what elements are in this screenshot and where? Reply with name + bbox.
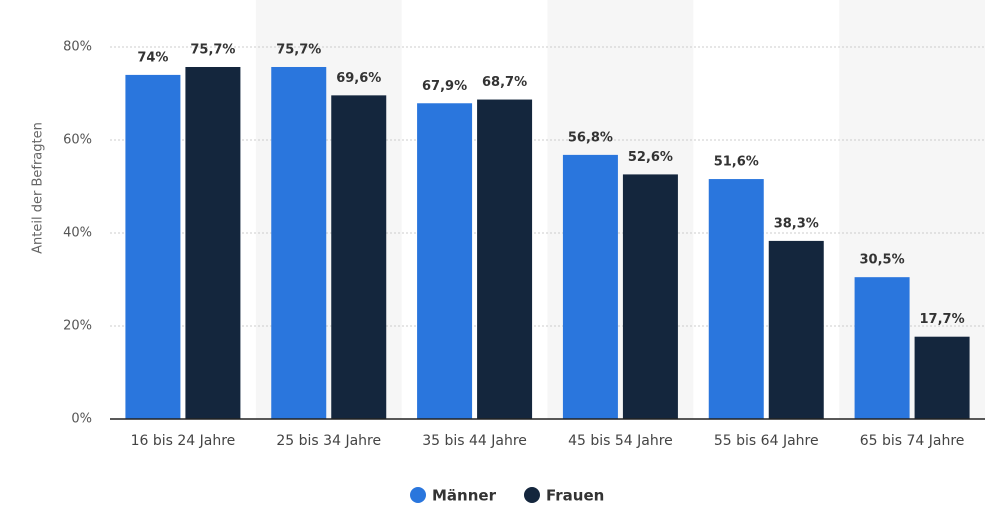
value-label: 74% (137, 50, 168, 65)
value-label: 75,7% (190, 42, 235, 57)
bar (562, 154, 618, 419)
value-label: 52,6% (628, 150, 673, 165)
y-tick-label: 60% (63, 133, 92, 148)
bar (125, 74, 181, 420)
bar (622, 174, 678, 419)
y-tick-label: 80% (63, 40, 92, 55)
x-tick-label: 16 bis 24 Jahre (131, 433, 236, 449)
value-label: 67,9% (422, 79, 467, 94)
y-tick-label: 0% (71, 412, 92, 427)
value-label: 17,7% (920, 312, 965, 327)
y-axis-label: Anteil der Befragten (31, 122, 46, 254)
legend-label: Frauen (546, 487, 604, 505)
x-tick-label: 65 bis 74 Jahre (860, 433, 965, 449)
bar (708, 179, 764, 419)
y-tick-label: 40% (63, 226, 92, 241)
bar (417, 103, 473, 419)
legend-marker (523, 487, 540, 503)
y-tick-label: 20% (63, 319, 92, 334)
x-tick-label: 55 bis 64 Jahre (714, 433, 819, 449)
bar (271, 66, 327, 420)
legend: Männer Frauen (410, 487, 604, 505)
x-tick-label: 45 bis 54 Jahre (568, 433, 673, 449)
bar (477, 99, 533, 420)
bar (768, 240, 824, 419)
value-label: 30,5% (860, 253, 905, 268)
bar (914, 336, 970, 419)
value-label: 68,7% (482, 75, 527, 90)
x-tick-label: 25 bis 34 Jahre (276, 433, 381, 449)
value-label: 56,8% (568, 130, 613, 145)
value-label: 69,6% (336, 71, 381, 86)
bar (185, 66, 241, 420)
value-label: 38,3% (774, 216, 819, 231)
value-label: 51,6% (714, 155, 759, 170)
legend-marker (410, 487, 426, 503)
bar (854, 277, 910, 419)
value-label: 75,7% (276, 42, 321, 57)
legend-label: Männer (432, 487, 497, 505)
x-tick-label: 35 bis 44 Jahre (422, 433, 527, 449)
bar (331, 95, 387, 420)
